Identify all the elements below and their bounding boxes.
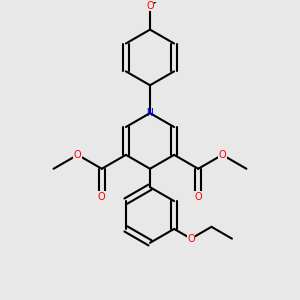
- Text: O: O: [218, 150, 226, 160]
- Text: O: O: [194, 192, 202, 202]
- Text: O: O: [146, 1, 154, 11]
- Text: O: O: [74, 150, 82, 160]
- Text: O: O: [98, 192, 106, 202]
- Text: O: O: [187, 234, 195, 244]
- Text: N: N: [147, 108, 153, 118]
